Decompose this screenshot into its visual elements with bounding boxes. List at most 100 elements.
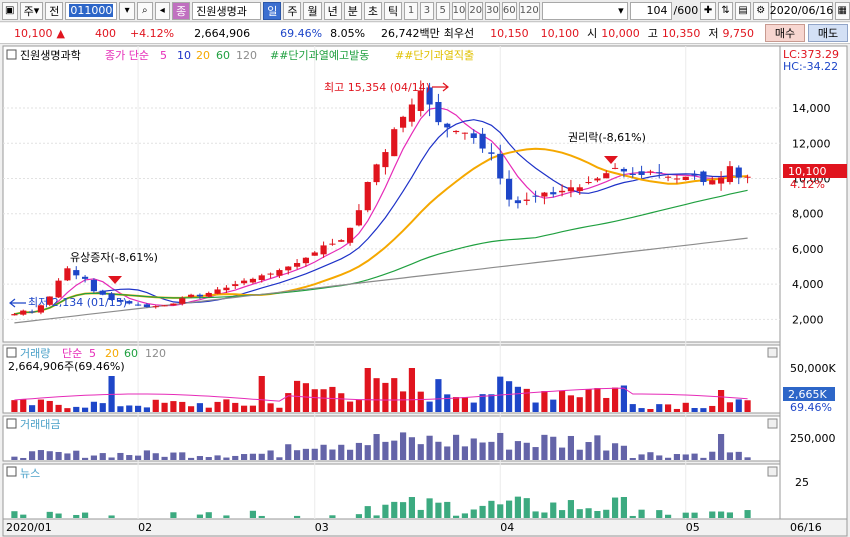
interval-60[interactable]: 60 <box>501 1 517 20</box>
panel-menu-icon[interactable] <box>6 49 17 60</box>
high-label: 고 <box>647 27 658 40</box>
amount-close-icon[interactable] <box>767 418 778 429</box>
candle-body <box>73 270 80 276</box>
code-value: 011000 <box>69 4 114 17</box>
count-input[interactable]: 104 <box>629 1 672 20</box>
candle-body <box>470 133 477 138</box>
turnover-value: 8.05% <box>330 26 366 40</box>
amount-bar <box>258 453 265 460</box>
candle-body <box>355 210 363 226</box>
volume-bar <box>611 387 619 412</box>
volume-bar <box>161 402 168 412</box>
amount-bar <box>232 455 239 460</box>
volume-last: 2,665K <box>788 388 827 401</box>
volume-close-icon[interactable] <box>767 347 778 358</box>
volume-bar <box>558 390 566 412</box>
period-tick[interactable]: 틱 <box>383 1 403 20</box>
news-bar <box>691 512 698 518</box>
amount-bar <box>470 438 477 460</box>
gear-icon[interactable]: ⚙ <box>752 1 769 20</box>
interval-120[interactable]: 120 <box>518 1 540 20</box>
volume-bar <box>664 404 672 412</box>
toolbar: ▣ 주 ▾ 전 011000 ▾ ⌕ ◂ 종 진원생명과 일 주 월 년 분 초… <box>0 0 850 22</box>
interval-1[interactable]: 1 <box>404 1 418 20</box>
period-week[interactable]: 주 <box>283 1 302 20</box>
volume-bar <box>187 406 195 412</box>
period-day[interactable]: 일 <box>263 1 282 20</box>
toggle-icon[interactable]: ⇅ <box>717 1 734 20</box>
save-icon[interactable]: ▤ <box>735 1 751 20</box>
interval-3[interactable]: 3 <box>419 1 434 20</box>
sell-button[interactable]: 매도 <box>808 24 848 42</box>
search-icon[interactable]: ⌕ <box>136 1 153 20</box>
candle-body <box>691 174 698 176</box>
window-icon[interactable]: ▣ <box>2 1 18 20</box>
speaker-icon[interactable]: ◂ <box>154 1 171 20</box>
candle-body <box>399 116 407 128</box>
x-tick-label: 04 <box>500 521 514 534</box>
change-value: 400 <box>94 26 116 40</box>
candle-body <box>603 173 610 179</box>
candle-body <box>673 178 681 180</box>
amount-menu-icon[interactable] <box>6 418 17 429</box>
name-badge[interactable]: 종 <box>172 1 191 20</box>
y-tick-label: 12,000 <box>792 137 831 150</box>
interval-10[interactable]: 10 <box>451 1 467 20</box>
candle-body <box>187 294 195 297</box>
candle-body <box>382 152 389 168</box>
ma60-period: 60 <box>216 49 230 62</box>
candle-body <box>664 176 672 178</box>
amount-bar <box>161 456 168 460</box>
amount-bar <box>73 450 80 460</box>
period-second[interactable]: 초 <box>363 1 382 20</box>
interval-30[interactable]: 30 <box>485 1 500 20</box>
interval-20[interactable]: 20 <box>468 1 484 20</box>
market-select[interactable]: 주 ▾ <box>19 1 44 20</box>
volume-ma60: 60 <box>124 347 138 360</box>
interval-select[interactable]: ▾ <box>541 1 628 20</box>
volume-bar <box>505 381 513 412</box>
candle-body <box>647 171 654 173</box>
volume-bar <box>709 405 716 412</box>
code-input[interactable]: 011000 <box>65 1 118 20</box>
volume-menu-icon[interactable] <box>6 347 17 358</box>
period-year[interactable]: 년 <box>323 1 342 20</box>
news-bar <box>620 497 628 518</box>
volume-bar <box>214 401 221 412</box>
news-bar <box>664 514 672 518</box>
candle-body <box>594 178 601 181</box>
amount-bar <box>285 444 292 460</box>
candle-body <box>152 306 159 308</box>
code-dropdown-icon[interactable]: ▾ <box>119 1 135 20</box>
hc-value: HC:-34.22 <box>783 60 838 73</box>
interval-5[interactable]: 5 <box>435 1 450 20</box>
candle-body <box>532 195 539 197</box>
news-menu-icon[interactable] <box>6 466 17 477</box>
amount-bar <box>620 445 628 460</box>
period-month[interactable]: 월 <box>303 1 322 20</box>
volume-bar <box>523 388 530 412</box>
date-input[interactable]: 2020/06/16 <box>770 1 833 20</box>
buy-button[interactable]: 매수 <box>765 24 805 42</box>
stock-name-field[interactable]: 진원생명과 <box>192 1 262 20</box>
period-minute[interactable]: 분 <box>343 1 362 20</box>
amount-bar <box>364 445 371 460</box>
candle-body <box>717 177 725 184</box>
volume-bar <box>691 408 698 412</box>
calendar-icon[interactable]: ▦ <box>834 1 850 20</box>
volume-bar <box>594 388 601 412</box>
candle-body <box>373 164 380 183</box>
candle-body <box>541 192 548 197</box>
amount-bar <box>267 450 274 460</box>
low-arrow-icon <box>9 298 26 308</box>
amount-bar <box>196 456 204 460</box>
price-panel[interactable] <box>2 45 781 343</box>
crosshair-icon[interactable]: ✚ <box>700 1 716 20</box>
volume-bar <box>744 400 751 412</box>
amount-bar <box>717 434 725 460</box>
amount-bar <box>532 447 539 460</box>
prev-button[interactable]: 전 <box>45 1 64 20</box>
ma20-period: 20 <box>196 49 210 62</box>
news-close-icon[interactable] <box>767 466 778 477</box>
